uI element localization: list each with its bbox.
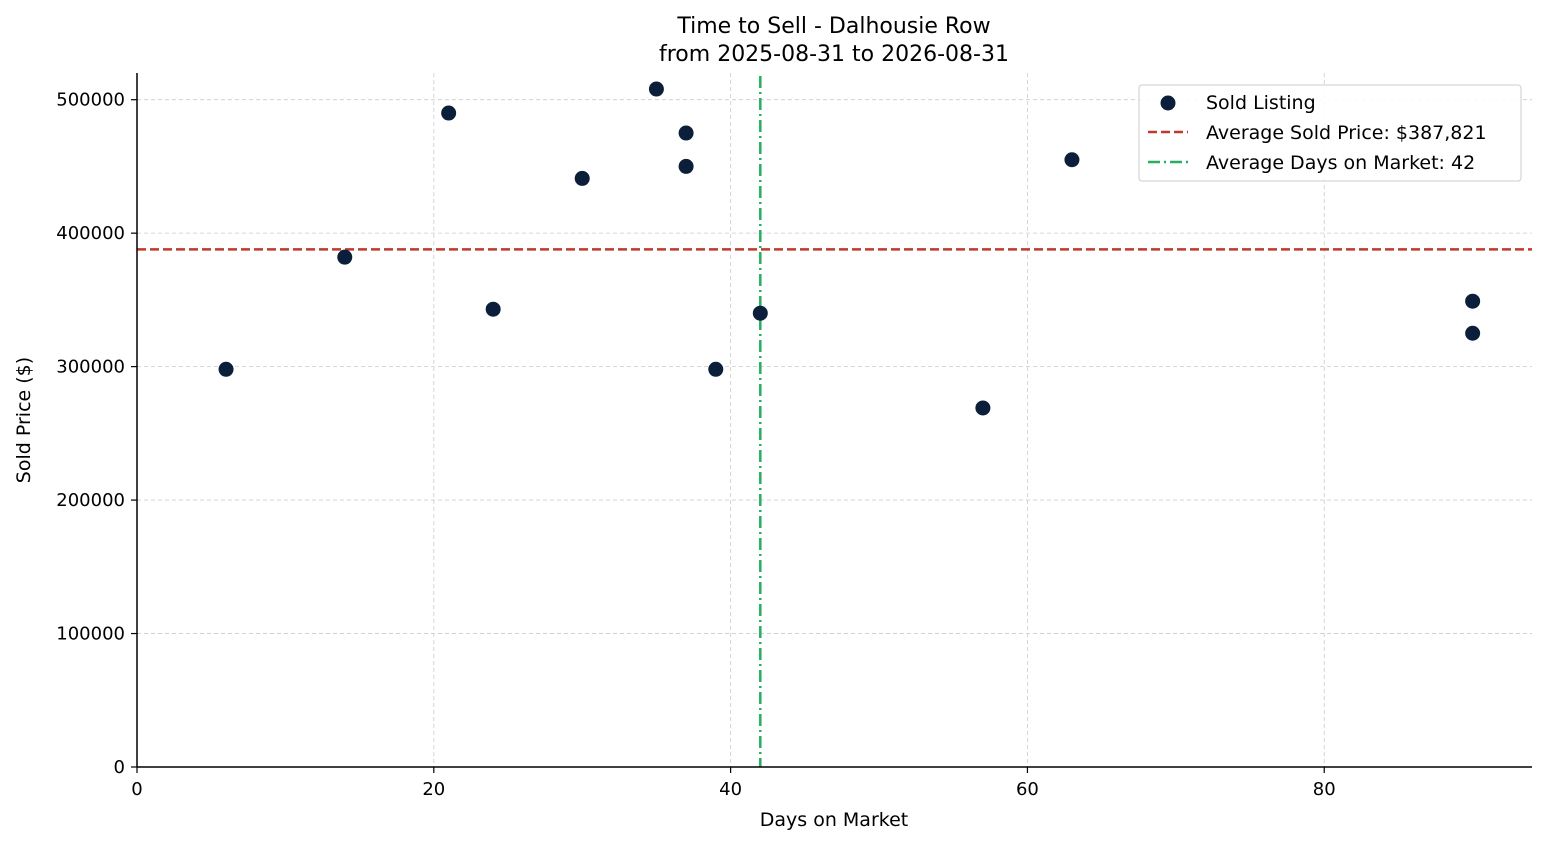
x-axis-label: Days on Market bbox=[760, 809, 908, 831]
y-axis-label: Sold Price ($) bbox=[13, 357, 35, 483]
sold-listing-point bbox=[337, 249, 353, 265]
legend-label-average-days: Average Days on Market: 42 bbox=[1206, 152, 1475, 174]
data-points bbox=[218, 81, 1481, 416]
sold-listing-point bbox=[752, 305, 768, 321]
reference-lines bbox=[137, 76, 1532, 767]
legend: Sold Listing Average Sold Price: $387,82… bbox=[1138, 84, 1522, 182]
legend-box bbox=[1138, 84, 1522, 182]
chart-title: Time to Sell - Dalhousie Row bbox=[676, 14, 990, 39]
sold-listing-point bbox=[678, 158, 694, 174]
x-tick-label: 0 bbox=[131, 779, 142, 800]
sold-listing-point bbox=[441, 105, 457, 121]
sold-listing-point bbox=[708, 361, 724, 377]
y-tick-label: 0 bbox=[114, 757, 125, 778]
y-tick-label: 100000 bbox=[56, 624, 125, 645]
sold-listing-point bbox=[678, 125, 694, 141]
sold-listing-point bbox=[1064, 152, 1080, 168]
sold-listing-point bbox=[574, 170, 590, 186]
x-tick-label: 40 bbox=[719, 779, 742, 800]
x-tick-label: 20 bbox=[422, 779, 445, 800]
sold-listing-point bbox=[975, 400, 991, 416]
sold-listing-point bbox=[218, 361, 234, 377]
axes bbox=[136, 73, 1532, 768]
sold-listing-point bbox=[1465, 325, 1481, 341]
y-ticks: 0 100000 200000 300000 400000 500000 bbox=[56, 90, 137, 778]
x-tick-label: 80 bbox=[1313, 779, 1336, 800]
y-tick-label: 500000 bbox=[56, 90, 125, 111]
chart-subtitle: from 2025-08-31 to 2026-08-31 bbox=[659, 42, 1009, 67]
y-tick-label: 200000 bbox=[56, 490, 125, 511]
sold-listing-point bbox=[1465, 293, 1481, 309]
y-tick-label: 300000 bbox=[56, 357, 125, 378]
sold-listing-point bbox=[648, 81, 664, 97]
sold-listing-point bbox=[485, 301, 501, 317]
legend-label-average-price: Average Sold Price: $387,821 bbox=[1206, 122, 1487, 144]
legend-marker-sold-listing bbox=[1160, 95, 1176, 111]
x-tick-label: 60 bbox=[1016, 779, 1039, 800]
x-ticks: 0 20 40 60 80 bbox=[131, 767, 1336, 800]
y-tick-label: 400000 bbox=[56, 223, 125, 244]
legend-label-sold-listing: Sold Listing bbox=[1206, 92, 1316, 114]
